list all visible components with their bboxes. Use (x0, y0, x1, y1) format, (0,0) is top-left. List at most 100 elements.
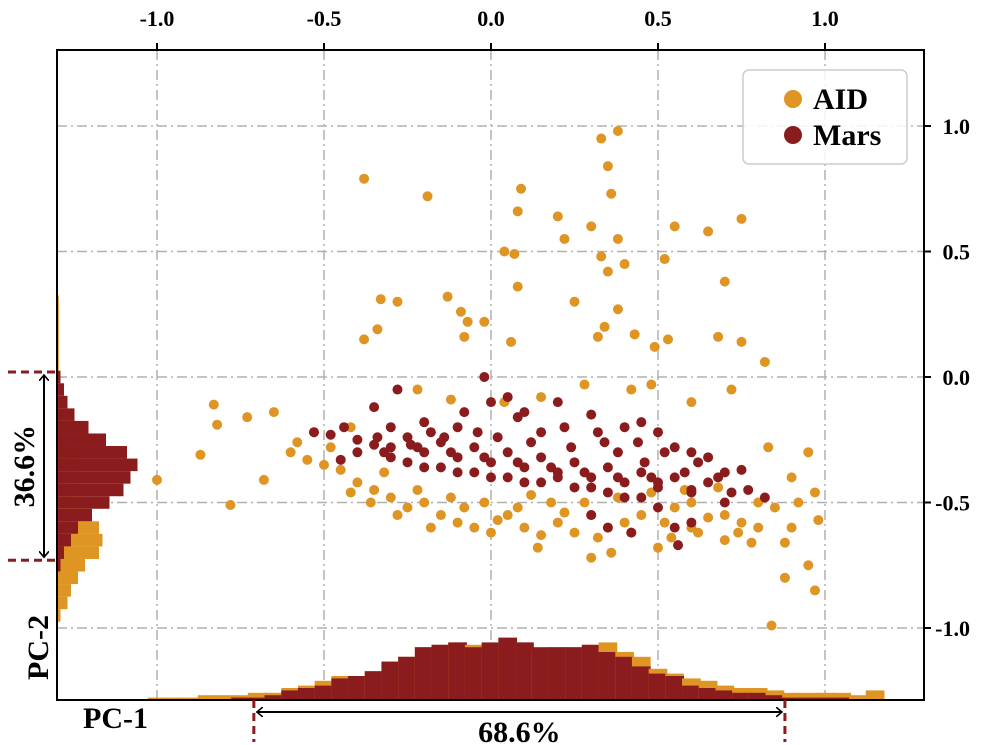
scatter-point-aid (669, 502, 680, 513)
scatter-point-mars (392, 384, 403, 395)
scatter-point-mars (405, 439, 416, 450)
hist-bar-mars (57, 458, 138, 472)
scatter-point-aid (546, 497, 557, 508)
scatter-point-aid (402, 502, 413, 513)
scatter-point-aid (663, 334, 674, 345)
scatter-point-aid (492, 515, 503, 526)
scatter-point-aid (459, 331, 470, 342)
scatter-point-aid (379, 467, 390, 478)
scatter-point-aid (425, 522, 436, 533)
hist-bar-mars (57, 546, 64, 559)
scatter-point-mars (639, 457, 650, 468)
scatter-point-mars (308, 427, 319, 438)
scatter-point-aid (516, 183, 527, 194)
scatter-point-mars (435, 462, 446, 473)
scatter-point-aid (486, 527, 496, 538)
hist-bar-mars (498, 637, 518, 700)
hist-bar-mars (665, 676, 685, 700)
scatter-point-aid (602, 161, 613, 172)
scatter-point-aid (569, 296, 580, 307)
scatter-point-aid (786, 472, 797, 483)
scatter-point-mars (586, 409, 597, 420)
scatter-point-aid (713, 331, 724, 342)
legend-marker-mars (784, 126, 802, 144)
hist-bar-mars (57, 433, 106, 447)
hist-bar-mars (398, 656, 417, 700)
scatter-point-mars (636, 492, 647, 503)
scatter-point-mars (586, 510, 597, 521)
scatter-point-mars (636, 467, 647, 478)
scatter-point-mars (469, 442, 480, 453)
hist-bar-mars (832, 697, 852, 700)
scatter-point-aid (435, 510, 446, 521)
scatter-point-aid (763, 442, 774, 453)
scatter-point-mars (492, 432, 503, 443)
scatter-point-aid (646, 379, 657, 390)
hist-bar-aid (57, 596, 68, 610)
scatter-point-aid (442, 291, 453, 302)
hist-bar-mars (765, 695, 785, 700)
scatter-point-mars (469, 467, 480, 478)
scatter-point-aid (392, 296, 403, 307)
hist-bar-mars (57, 508, 92, 522)
scatter-point-mars (719, 497, 730, 508)
y-tick-label: 0.0 (943, 365, 971, 390)
scatter-point-aid (779, 572, 790, 583)
hist-bar-mars (57, 496, 110, 509)
scatter-point-mars (512, 457, 523, 468)
scatter-point-aid (208, 399, 219, 410)
scatter-point-aid (445, 492, 456, 503)
scatter-point-aid (803, 447, 814, 458)
hist-bar-mars (698, 688, 718, 700)
hist-bar-mars (297, 688, 317, 700)
scatter-point-aid (319, 459, 329, 470)
scatter-point-aid (302, 454, 313, 465)
hist-bar-mars (548, 647, 568, 700)
scatter-point-mars (592, 427, 603, 438)
hist-bar-aid (57, 609, 61, 622)
scatter-point-aid (512, 502, 523, 513)
scatter-point-aid (746, 537, 757, 548)
scatter-point-mars (612, 447, 623, 458)
scatter-point-mars (759, 492, 770, 503)
scatter-point-aid (759, 356, 770, 367)
scatter-point-aid (612, 126, 623, 137)
pc2-variance-label: 36.6% (8, 425, 41, 508)
scatter-point-mars (743, 484, 754, 495)
hist-bar-mars (448, 642, 467, 700)
hist-bar-mars (331, 678, 351, 700)
hist-bar-aid (57, 584, 71, 597)
scatter-point-aid (455, 306, 466, 317)
scatter-point-mars (379, 447, 390, 458)
hist-bar-aid (782, 692, 801, 700)
scatter-point-aid (536, 530, 547, 541)
scatter-point-aid (579, 497, 590, 508)
y-tick-label: -1.0 (935, 616, 970, 641)
scatter-point-aid (686, 497, 697, 508)
scatter-point-mars (472, 427, 483, 438)
scatter-point-mars (602, 487, 613, 498)
scatter-point-aid (602, 266, 613, 277)
scatter-point-mars (612, 472, 623, 483)
scatter-point-aid (586, 221, 597, 232)
hist-bar-mars (57, 446, 127, 459)
y-tick-label: -0.5 (935, 491, 970, 516)
scatter-point-aid (258, 474, 269, 485)
axis-ticks: -1.0 -0.5 0.0 0.5 1.0 1.0 0.5 0.0 -0.5 -1.0 (140, 6, 970, 641)
scatter-point-mars (599, 437, 610, 448)
scatter-point-mars (479, 452, 490, 463)
scatter-point-aid (809, 487, 820, 498)
hist-bar-mars (565, 647, 584, 700)
scatter-point-mars (586, 482, 597, 493)
scatter-point-aid (813, 515, 824, 526)
hist-bar-mars (57, 408, 75, 421)
legend-label-mars: Mars (813, 119, 881, 152)
scatter-point-mars (486, 397, 496, 408)
hist-bar-aid (798, 692, 818, 700)
hist-bar-aid (815, 692, 835, 700)
hist-bar-aid (57, 571, 78, 585)
hist-bar-mars (648, 673, 668, 700)
hist-bar-mars (57, 483, 124, 497)
scatter-point-mars (552, 397, 563, 408)
hist-bar-aid (832, 692, 852, 700)
